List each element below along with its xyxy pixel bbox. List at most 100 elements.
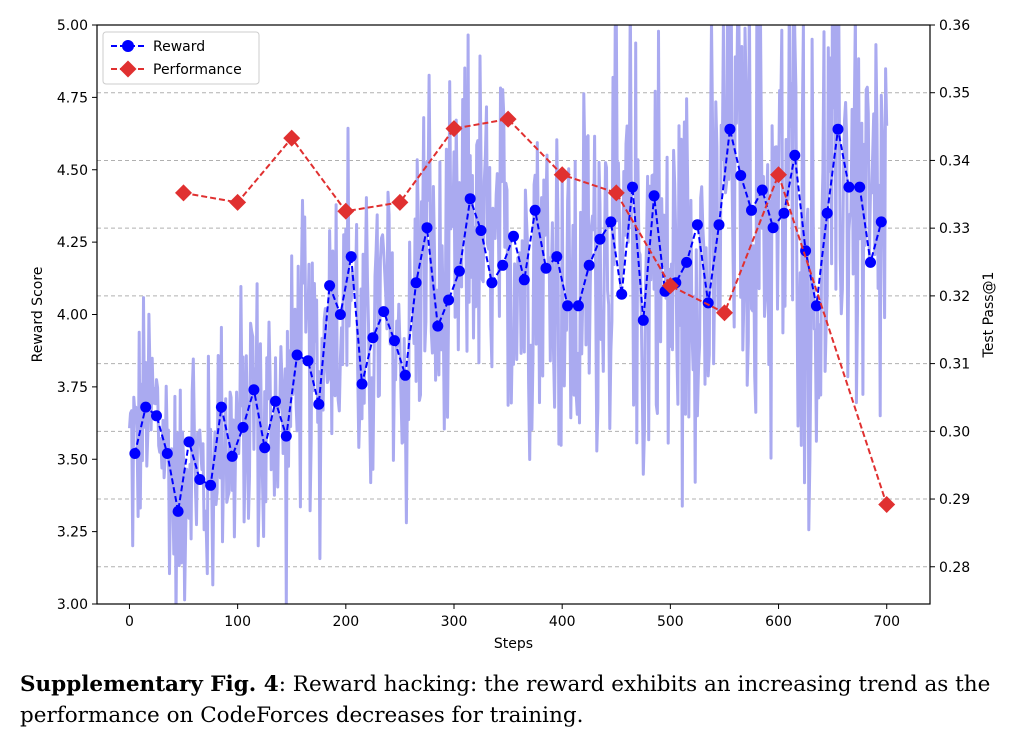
reward-point-43 [594,233,606,245]
reward-point-17 [313,398,325,410]
x-axis-title: Steps [494,636,533,652]
performance-point-0 [175,184,192,202]
reward-point-31 [464,193,476,205]
performance-point-11 [770,166,787,184]
x-tick-label-2: 200 [332,614,359,630]
legend-reward-label: Reward [153,39,205,55]
x-tick-label-0: 0 [125,614,134,630]
reward-point-7 [205,479,217,491]
reward-point-6 [194,474,206,485]
reward-point-38 [540,262,552,274]
caption-text: : Reward hacking: the reward exhibits an… [20,672,991,728]
x-tick-label-6: 600 [765,614,792,630]
reward-point-2 [151,410,162,422]
reward-point-0 [129,448,141,459]
reward-point-14 [280,430,292,442]
reward-point-34 [497,259,509,271]
reward-point-22 [367,332,379,344]
reward-point-28 [432,320,444,332]
legend-reward-marker [122,40,134,52]
y-right-tick-label-6: 0.34 [939,153,970,169]
x-tick-label-3: 300 [441,614,468,630]
reward-point-46 [627,181,638,193]
reward-point-47 [637,314,649,326]
reward-point-68 [865,256,876,268]
performance-point-7 [553,166,571,184]
raw-reward-trace [128,25,889,604]
dual-axis-line-chart: 0 100 200 300 400 500 600 700 3.00 3.25 3.50 3.75 4.… [30,18,997,652]
performance-point-5 [445,120,463,138]
reward-point-16 [302,355,314,367]
reward-point-51 [681,256,693,268]
y-left-tick-label-1: 3.25 [57,525,88,541]
legend-performance-label: Performance [153,62,242,78]
reward-point-24 [389,335,400,347]
reward-point-57 [746,204,757,216]
reward-point-48 [648,190,660,202]
reward-point-21 [356,378,368,390]
series-layer [129,110,896,517]
performance-point-2 [283,129,301,147]
y-right-tick-label-0: 0.28 [939,560,970,576]
y-left-tick-label-6: 4.50 [57,163,88,179]
y-left-tick-label-7: 4.75 [57,90,88,106]
axes: 0 100 200 300 400 500 600 700 3.00 3.25 3.50 3.75 4.… [57,18,970,630]
legend-performance-marker [119,60,137,78]
y-left-tick-label-8: 5.00 [57,18,88,34]
reward-point-42 [583,259,595,271]
reward-point-1 [140,401,152,413]
reward-point-18 [324,280,336,292]
figure-caption: Supplementary Fig. 4: Reward hacking: th… [20,669,1010,731]
y-axis-left-title: Reward Score [30,267,46,363]
reward-point-56 [735,170,747,181]
reward-point-26 [410,277,422,289]
reward-point-36 [518,274,530,286]
reward-point-13 [270,395,281,407]
performance-point-4 [391,193,409,211]
reward-point-61 [789,149,801,161]
reward-point-66 [843,181,855,193]
reward-point-40 [562,300,574,312]
reward-point-23 [378,306,390,318]
reward-point-63 [810,300,822,312]
y-right-tick-label-2: 0.30 [939,424,970,440]
reward-point-8 [215,401,227,413]
reward-point-25 [399,369,411,381]
reward-point-67 [854,181,866,193]
x-tick-label-5: 500 [657,614,684,630]
reward-point-10 [237,421,249,433]
reward-point-29 [443,294,455,306]
y-right-tick-label-4: 0.32 [939,289,970,305]
reward-point-54 [713,219,725,231]
raw-reward-line [128,25,889,604]
y-left-tick-label-2: 3.50 [57,452,88,468]
y-right-tick-label-5: 0.33 [939,221,970,237]
reward-point-45 [616,288,628,300]
reward-point-58 [756,184,768,196]
x-tick-label-4: 400 [549,614,576,630]
y-left-tick-label-0: 3.00 [57,597,88,613]
performance-point-3 [337,202,355,220]
reward-point-4 [172,505,184,517]
y-right-tick-label-8: 0.36 [939,18,970,34]
legend: Reward Performance [102,31,260,85]
reward-point-55 [724,123,736,135]
performance-point-8 [607,184,625,202]
y-left-tick-label-3: 3.75 [57,380,88,396]
reward-point-5 [183,436,195,448]
caption-label: Supplementary Fig. 4 [20,672,279,697]
reward-point-9 [226,450,238,462]
x-tick-label-7: 700 [873,614,900,630]
y-right-tick-label-1: 0.29 [939,492,970,508]
reward-point-65 [832,123,844,135]
y-right-tick-label-3: 0.31 [939,357,970,373]
reward-point-11 [248,384,260,396]
reward-point-59 [767,222,779,234]
reward-point-41 [572,300,584,312]
reward-point-60 [778,207,790,219]
y-right-tick-label-7: 0.35 [939,86,970,102]
y-left-tick-label-5: 4.25 [57,235,88,251]
reward-point-32 [475,225,487,236]
reward-point-20 [345,251,357,263]
performance-point-12 [878,496,896,513]
